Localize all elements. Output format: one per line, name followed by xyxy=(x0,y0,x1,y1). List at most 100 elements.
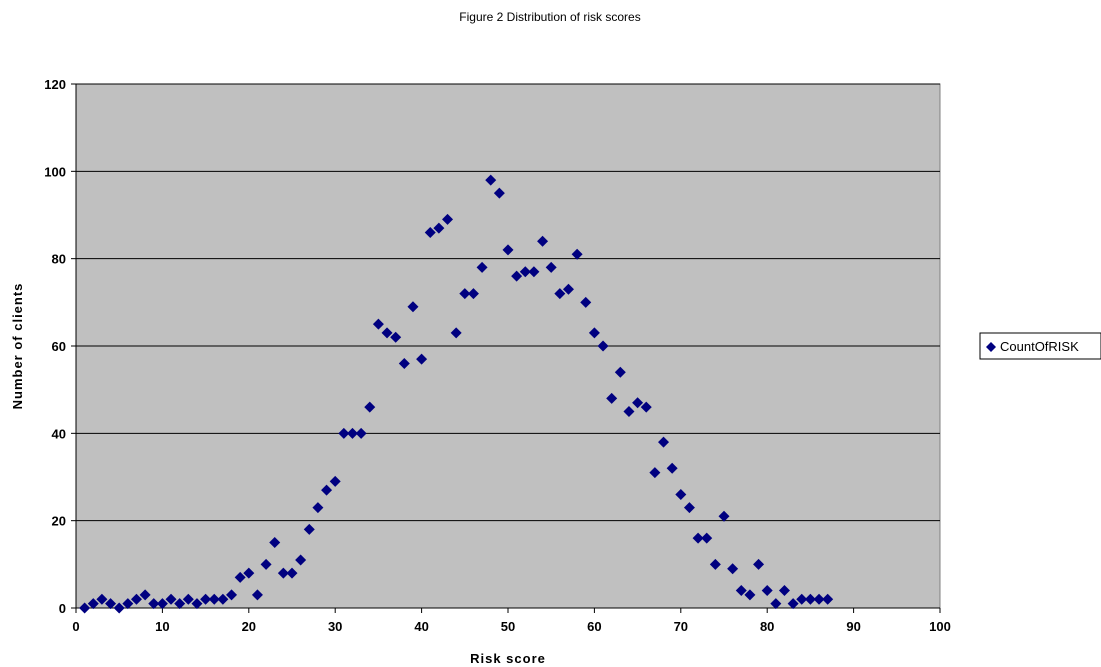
data-point-x50 xyxy=(502,244,514,256)
data-point-x7 xyxy=(130,593,142,605)
data-point-x84 xyxy=(796,593,808,605)
data-point-x83 xyxy=(787,598,799,610)
data-point-x74 xyxy=(709,558,721,570)
y-tick-label-60: 60 xyxy=(52,339,66,354)
data-point-x36 xyxy=(381,327,393,339)
legend-box xyxy=(979,332,1101,360)
data-point-x26 xyxy=(295,554,307,566)
data-point-x43 xyxy=(442,213,454,225)
y-tick-label-120: 120 xyxy=(44,77,66,92)
data-point-x70 xyxy=(675,488,687,500)
data-point-x41 xyxy=(424,226,436,238)
data-point-x27 xyxy=(303,523,315,535)
x-tick-label-90: 90 xyxy=(846,619,860,634)
data-point-x64 xyxy=(623,406,635,417)
data-point-x51 xyxy=(511,270,523,282)
data-point-x21 xyxy=(251,589,263,601)
data-point-x15 xyxy=(200,593,212,605)
y-tick-label-20: 20 xyxy=(52,514,66,529)
data-point-x42 xyxy=(433,222,445,234)
data-point-x39 xyxy=(407,301,419,313)
data-point-x66 xyxy=(640,401,652,413)
data-point-x67 xyxy=(649,467,661,479)
data-point-x56 xyxy=(554,288,566,300)
legend-label-countofrisk: CountOfRISK xyxy=(1000,339,1079,354)
data-point-x8 xyxy=(139,589,151,601)
data-point-x69 xyxy=(666,462,678,474)
x-tick-label-30: 30 xyxy=(328,619,342,634)
data-point-x19 xyxy=(234,571,246,583)
x-tick-label-80: 80 xyxy=(760,619,774,634)
data-point-x57 xyxy=(562,283,574,295)
data-point-x82 xyxy=(778,585,790,597)
data-point-x11 xyxy=(165,593,177,605)
data-point-x3 xyxy=(96,593,108,605)
data-point-x53 xyxy=(528,266,540,278)
x-tick-label-50: 50 xyxy=(501,619,515,634)
data-point-x80 xyxy=(761,585,773,597)
y-tick-label-100: 100 xyxy=(44,164,66,179)
data-point-x31 xyxy=(338,427,350,439)
data-point-x40 xyxy=(416,353,428,365)
data-point-x14 xyxy=(191,598,203,610)
x-tick-label-10: 10 xyxy=(155,619,169,634)
data-point-x5 xyxy=(113,602,125,614)
data-point-x17 xyxy=(217,593,229,605)
x-tick-label-0: 0 xyxy=(72,619,79,634)
data-point-x30 xyxy=(329,475,341,487)
data-point-x72 xyxy=(692,532,704,544)
data-point-x55 xyxy=(545,261,557,273)
data-point-x58 xyxy=(571,248,583,260)
data-point-x65 xyxy=(632,397,644,409)
x-axis-ticks: 0 10 20 30 40 50 60 70 80 90 100 xyxy=(72,608,951,634)
x-tick-label-20: 20 xyxy=(242,619,256,634)
data-point-x6 xyxy=(122,598,134,610)
data-point-x4 xyxy=(105,598,117,610)
data-point-x38 xyxy=(398,357,410,369)
y-axis-label: Number of clients xyxy=(10,283,25,410)
data-point-x44 xyxy=(450,327,462,339)
legend: CountOfRISK xyxy=(979,332,1101,360)
data-point-x68 xyxy=(658,436,670,448)
data-point-x46 xyxy=(467,288,479,300)
data-point-x16 xyxy=(208,593,220,605)
data-point-x25 xyxy=(286,567,298,579)
data-point-x33 xyxy=(355,427,367,439)
data-points xyxy=(79,174,834,614)
data-point-x61 xyxy=(597,340,609,352)
data-point-x28 xyxy=(312,502,324,514)
data-point-x13 xyxy=(182,593,194,605)
data-point-x76 xyxy=(727,563,739,575)
y-axis-ticks: 0 20 40 60 80 100 120 xyxy=(44,77,76,616)
data-point-x63 xyxy=(614,366,626,378)
x-tick-label-60: 60 xyxy=(587,619,601,634)
data-point-x10 xyxy=(156,598,168,610)
data-point-x75 xyxy=(718,510,730,522)
data-point-x22 xyxy=(260,558,272,570)
data-point-x23 xyxy=(269,537,281,548)
chart-title: Figure 2 Distribution of risk scores xyxy=(459,10,640,24)
data-point-x59 xyxy=(580,296,592,308)
gridlines xyxy=(76,83,940,522)
data-point-x37 xyxy=(390,331,402,343)
x-axis-label: Risk score xyxy=(470,651,546,666)
data-point-x87 xyxy=(822,593,834,605)
y-tick-label-80: 80 xyxy=(52,252,66,267)
data-point-x79 xyxy=(753,558,765,570)
data-point-x35 xyxy=(372,318,384,330)
data-point-x32 xyxy=(346,427,358,439)
data-point-x85 xyxy=(804,593,816,605)
data-point-x81 xyxy=(770,598,782,610)
data-point-x20 xyxy=(243,567,255,579)
y-tick-label-0: 0 xyxy=(59,601,66,616)
data-point-x73 xyxy=(701,532,713,544)
data-point-x24 xyxy=(277,567,289,579)
x-tick-label-70: 70 xyxy=(674,619,688,634)
data-point-x47 xyxy=(476,261,488,273)
data-point-x45 xyxy=(459,288,471,300)
data-point-x86 xyxy=(813,593,825,605)
y-tick-label-40: 40 xyxy=(52,426,66,441)
data-point-x77 xyxy=(735,585,747,597)
data-point-x48 xyxy=(485,174,497,186)
